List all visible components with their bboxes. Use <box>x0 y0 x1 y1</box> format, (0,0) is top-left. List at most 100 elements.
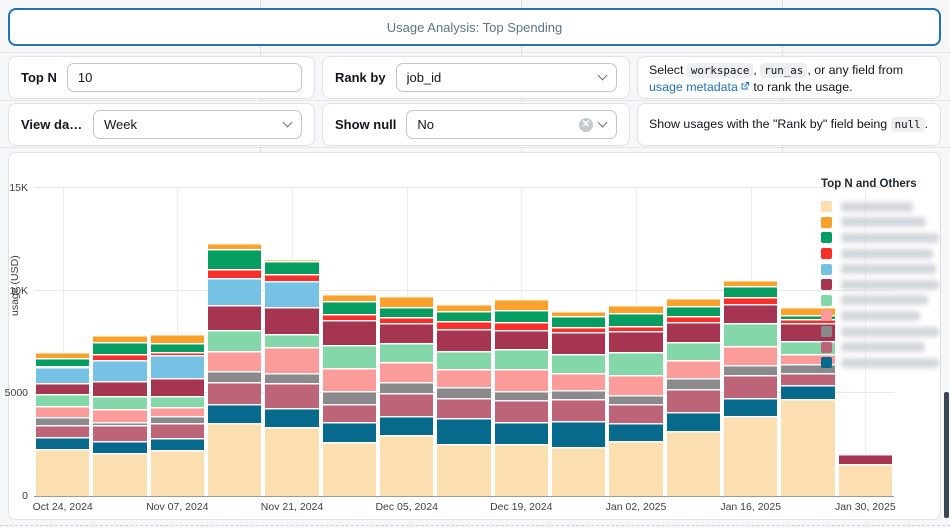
bar-segment-redacted-orange <box>666 297 720 306</box>
bar-segment-redacted-maroon <box>437 329 491 351</box>
grid-guide-horizontal <box>0 52 950 53</box>
bar-segment-redacted-maroon <box>93 380 147 396</box>
legend-label-redacted <box>841 264 937 275</box>
bar-segment-redacted-mauve <box>666 389 720 412</box>
legend-item[interactable] <box>821 261 939 277</box>
stacked-bar <box>609 304 663 496</box>
bar-segment-redacted-pink <box>265 346 319 374</box>
bar-segment-redacted-cream <box>609 440 663 496</box>
show-null-label: Show null <box>335 117 397 132</box>
bar-segment-redacted-lightgreen <box>93 395 147 409</box>
bar-segment-redacted-lightgreen <box>724 323 778 346</box>
bar-segment-redacted-red <box>322 313 376 321</box>
legend-item[interactable] <box>821 199 939 215</box>
top-n-label: Top N <box>21 70 57 85</box>
y-axis-tick-label: 0 <box>22 490 28 502</box>
bar-segment-redacted-cream <box>150 449 204 496</box>
bar-segment-redacted-orange <box>380 296 434 307</box>
bar-segment-redacted-lightgreen <box>322 344 376 368</box>
bar-segment-redacted-mauve <box>494 400 548 423</box>
rank-by-help-text: Select workspace, run_as, or any field f… <box>637 56 941 99</box>
external-link-icon[interactable] <box>740 81 750 91</box>
stacked-bar <box>724 280 778 496</box>
y-axis-tick-label: 5000 <box>4 387 28 400</box>
bar-segment-redacted-maroon <box>36 382 90 395</box>
rank-by-select[interactable]: job_id <box>395 63 617 92</box>
bar-segment-redacted-gray <box>36 417 90 426</box>
bar-segment-redacted-green <box>437 311 491 321</box>
legend-label-redacted <box>841 201 914 212</box>
top-n-input[interactable]: 10 <box>66 63 302 92</box>
bar-segment-redacted-pink <box>552 373 606 390</box>
show-null-value: No <box>417 117 435 132</box>
legend-swatch-redacted-cream <box>821 201 832 213</box>
bar-segment-redacted-red <box>724 297 778 304</box>
legend-swatch-redacted-red <box>821 248 832 260</box>
clear-selection-icon[interactable]: ✕ <box>579 117 593 132</box>
filter-widget-view-data-as: View dat... Week <box>8 103 315 146</box>
bar-segment-redacted-lightgreen <box>609 352 663 376</box>
view-data-as-value: Week <box>104 117 137 132</box>
stacked-bar <box>208 243 262 496</box>
bar-segment-redacted-cream <box>838 464 892 496</box>
chart-horizontal-gridline <box>34 289 894 291</box>
legend-item[interactable] <box>821 339 939 355</box>
y-axis-title: usage (USD) <box>9 255 21 316</box>
bar-segment-redacted-gray <box>494 390 548 401</box>
bar-segment-redacted-teal <box>93 441 147 453</box>
chevron-down-icon <box>597 117 608 128</box>
bar-segment-redacted-teal <box>265 407 319 428</box>
chevron-down-icon <box>597 70 608 81</box>
view-data-as-select[interactable]: Week <box>93 110 302 139</box>
bar-segment-redacted-lightblue <box>208 278 262 306</box>
bar-segment-redacted-gray <box>609 394 663 405</box>
bar-segment-redacted-red <box>437 320 491 330</box>
bar-segment-redacted-red <box>609 325 663 331</box>
bar-segment-redacted-red <box>380 316 434 324</box>
legend-swatch-redacted-teal <box>821 357 832 369</box>
legend-item[interactable] <box>821 277 939 293</box>
legend-item[interactable] <box>821 293 939 309</box>
bar-segment-redacted-mauve <box>724 375 778 398</box>
bar-segment-redacted-orange <box>552 310 606 316</box>
x-axis-tick-label: Nov 21, 2024 <box>260 501 324 513</box>
x-axis-tick-label: Dec 05, 2024 <box>375 501 438 513</box>
show-null-help-text: Show usages with the "Rank by" field bei… <box>637 103 941 146</box>
bar-segment-redacted-maroon <box>724 303 778 324</box>
bar-segment-redacted-gray <box>150 415 204 424</box>
show-null-select[interactable]: No ✕ <box>406 110 617 139</box>
help-text: Select <box>649 63 687 77</box>
legend-item[interactable] <box>821 355 939 371</box>
bar-segment-redacted-lightblue <box>150 355 204 378</box>
vertical-scrollbar-thumb[interactable] <box>944 392 949 518</box>
bar-segment-redacted-mauve <box>208 382 262 404</box>
legend-item[interactable] <box>821 230 939 246</box>
bar-segment-redacted-red <box>494 321 548 330</box>
legend-swatch-redacted-orange <box>821 216 832 228</box>
bar-segment-redacted-lightgreen <box>36 394 90 406</box>
bar-segment-redacted-red <box>150 352 204 356</box>
legend-item[interactable] <box>821 215 939 231</box>
bar-segment-redacted-gray <box>724 365 778 376</box>
chart-vertical-gridline <box>865 188 867 496</box>
legend-label-redacted <box>841 295 928 306</box>
legend-item[interactable] <box>821 324 939 340</box>
legend-item[interactable] <box>821 308 939 324</box>
bar-segment-redacted-mauve <box>150 423 204 438</box>
stacked-bar <box>36 351 90 496</box>
legend-label-redacted <box>841 217 927 228</box>
legend-label-redacted <box>841 232 939 243</box>
stacked-bar <box>838 454 892 496</box>
help-text: , or any field from <box>807 63 904 77</box>
usage-link[interactable]: usage <box>649 80 683 94</box>
page-title: Usage Analysis: Top Spending <box>386 19 563 35</box>
metadata-link[interactable]: metadata <box>686 80 738 94</box>
rank-by-label: Rank by <box>335 70 386 85</box>
legend-item[interactable] <box>821 246 939 262</box>
legend-label-redacted <box>841 248 933 259</box>
bar-segment-redacted-gray <box>781 363 835 373</box>
bar-segment-redacted-red <box>781 318 835 323</box>
code-run-as: run_as <box>760 63 808 78</box>
code-workspace: workspace <box>686 63 754 78</box>
bar-segment-redacted-pink <box>93 408 147 422</box>
